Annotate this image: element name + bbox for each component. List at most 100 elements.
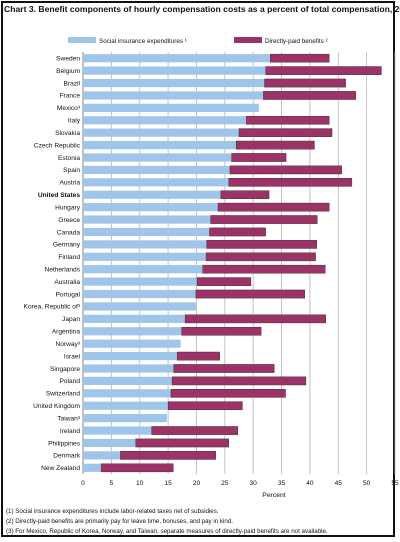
bar-social-japan <box>83 314 186 323</box>
bar-direct-israel <box>176 351 220 361</box>
bar-social-slovakia <box>83 128 239 137</box>
bar-social-spain <box>83 165 230 175</box>
bar-social-finland <box>83 252 207 261</box>
bar-direct-portugal <box>195 289 306 299</box>
bar-direct-czech-republic <box>235 140 315 150</box>
bar-direct-australia <box>196 277 252 286</box>
category-label-israel: Israel <box>64 353 81 360</box>
bar-direct-estonia <box>231 153 287 162</box>
category-label-united-states: United States <box>38 192 80 199</box>
x-tick-label-30: 30 <box>250 480 258 487</box>
bar-direct-denmark <box>120 451 216 460</box>
category-label-spain: Spain <box>63 167 80 174</box>
bar-social-greece <box>83 215 211 224</box>
bar-social-mexico <box>83 103 259 112</box>
bar-direct-hungary <box>217 202 330 212</box>
bar-social-sweden <box>83 54 271 63</box>
x-tick-label-0: 0 <box>81 480 85 487</box>
x-tick-label-55: 55 <box>391 480 399 487</box>
bar-social-brazil <box>83 78 265 88</box>
x-tick-label-50: 50 <box>363 480 371 487</box>
bar-direct-france <box>263 91 357 100</box>
category-label-finland: Finland <box>58 254 80 261</box>
x-tick-label-15: 15 <box>164 480 172 487</box>
category-label-germany: Germany <box>53 242 81 249</box>
bar-social-estonia <box>83 153 232 162</box>
footnote-2: (2) Directly-paid benefits are primarily… <box>6 518 233 525</box>
bar-direct-brazil <box>264 78 346 88</box>
bar-direct-sweden <box>270 53 330 63</box>
bar-social-argentina <box>83 327 182 336</box>
category-label-hungary: Hungary <box>55 204 81 211</box>
legend-swatch-direct <box>234 37 262 43</box>
category-label-poland: Poland <box>59 378 80 385</box>
category-label-france: France <box>59 93 80 100</box>
bar-direct-italy <box>246 115 330 125</box>
label-layer: 0 5 10 15 20 25 30 35 40 45 50 55 Sweden Belgium Brazi… <box>24 56 399 487</box>
bar-direct-ireland <box>151 426 239 435</box>
category-label-czech-republic: Czech Republic <box>34 142 81 149</box>
bar-direct-new-zealand <box>100 463 174 473</box>
bar-social-united-states <box>83 190 221 199</box>
bar-social-taiwan <box>83 414 167 423</box>
category-label-singapore: Singapore <box>50 366 80 373</box>
x-tick-label-5: 5 <box>110 480 114 487</box>
category-label-sweden: Sweden <box>56 56 80 63</box>
category-label-austria: Austria <box>59 180 80 187</box>
category-label-canada: Canada <box>57 229 80 236</box>
bar-social-norway <box>83 339 181 348</box>
bar-direct-slovakia <box>238 128 333 137</box>
category-label-new-zealand: New Zealand <box>41 465 80 472</box>
bar-layer <box>83 53 382 473</box>
category-label-portugal: Portugal <box>55 291 80 298</box>
bar-social-hungary <box>83 203 219 212</box>
legend-label-direct: Directly-paid benefits ² <box>265 38 328 45</box>
bar-direct-philippines <box>135 438 229 448</box>
bar-social-czech-republic <box>83 140 237 150</box>
x-tick-label-35: 35 <box>278 480 286 487</box>
legend-label-social: Social insurance expenditures ¹ <box>99 38 187 45</box>
bar-direct-argentina <box>181 326 262 336</box>
category-label-italy: Italy <box>68 118 81 125</box>
bar-social-austria <box>83 178 229 187</box>
bar-direct-netherlands <box>202 264 326 274</box>
bar-social-belgium <box>83 66 266 75</box>
category-label-switzerland: Switzerland <box>46 391 80 398</box>
category-label-belgium: Belgium <box>56 68 80 75</box>
bar-social-united-kingdom <box>83 401 169 410</box>
category-label-australia: Australia <box>54 279 80 286</box>
category-label-brazil: Brazil <box>64 80 81 87</box>
category-label-argentina: Argentina <box>52 329 81 336</box>
bar-social-italy <box>83 116 247 125</box>
footnote-1: (1) Social insurance expenditures includ… <box>6 508 219 515</box>
category-label-norway: Norway³ <box>55 341 80 348</box>
bar-direct-japan <box>184 314 326 324</box>
bar-social-new-zealand <box>83 463 102 472</box>
bar-direct-singapore <box>173 364 275 373</box>
x-tick-label-10: 10 <box>136 480 144 487</box>
bar-social-korea-republic-of <box>83 302 196 311</box>
bar-direct-belgium <box>265 66 382 75</box>
x-tick-label-45: 45 <box>335 480 343 487</box>
bar-direct-austria <box>228 178 353 187</box>
bar-social-singapore <box>83 364 174 373</box>
bar-social-ireland <box>83 426 152 435</box>
grid-layer <box>82 52 396 474</box>
bar-social-canada <box>83 227 210 237</box>
category-label-mexico: Mexico³ <box>57 105 81 112</box>
category-label-slovakia: Slovakia <box>55 130 80 137</box>
category-label-philippines: Philippines <box>48 440 81 447</box>
footnote-3: (3) For Mexico, Republic of Korea, Norwa… <box>6 528 328 535</box>
category-label-japan: Japan <box>62 316 80 323</box>
x-axis-label: Percent <box>262 492 286 499</box>
bar-social-germany <box>83 240 207 249</box>
bar-direct-united-states <box>220 190 270 200</box>
legend: Social insurance expenditures ¹ Directly… <box>68 37 328 45</box>
bar-direct-germany <box>206 240 317 249</box>
bar-social-switzerland <box>83 389 171 398</box>
bar-social-israel <box>83 351 178 361</box>
category-label-united-kingdom: United Kingdom <box>33 403 80 410</box>
legend-swatch-social <box>68 37 96 43</box>
x-tick-label-25: 25 <box>221 480 229 487</box>
